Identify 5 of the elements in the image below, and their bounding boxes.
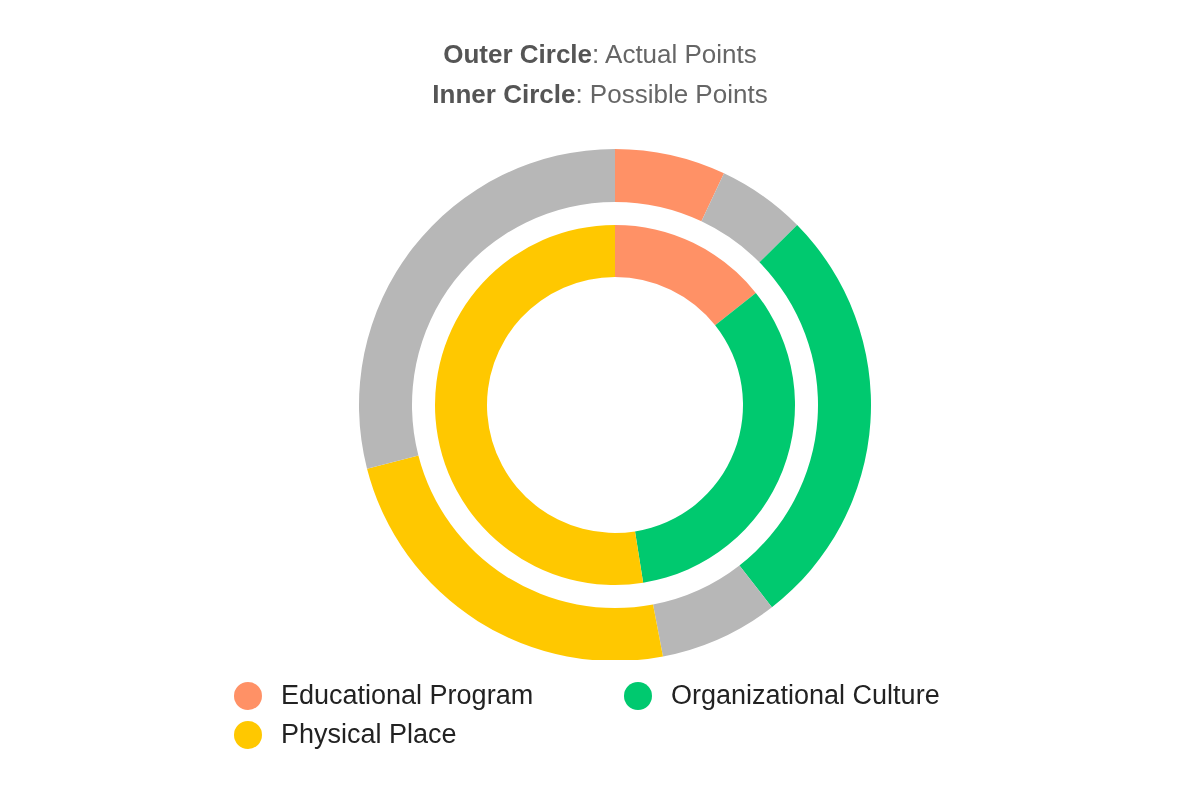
- chart-title: Outer Circle: Actual Points: [443, 39, 757, 69]
- chart-subtitle: Inner Circle: Possible Points: [432, 79, 768, 109]
- legend-label: Organizational Culture: [671, 680, 940, 711]
- legend-label: Physical Place: [281, 719, 457, 750]
- legend-label: Educational Program: [281, 680, 534, 711]
